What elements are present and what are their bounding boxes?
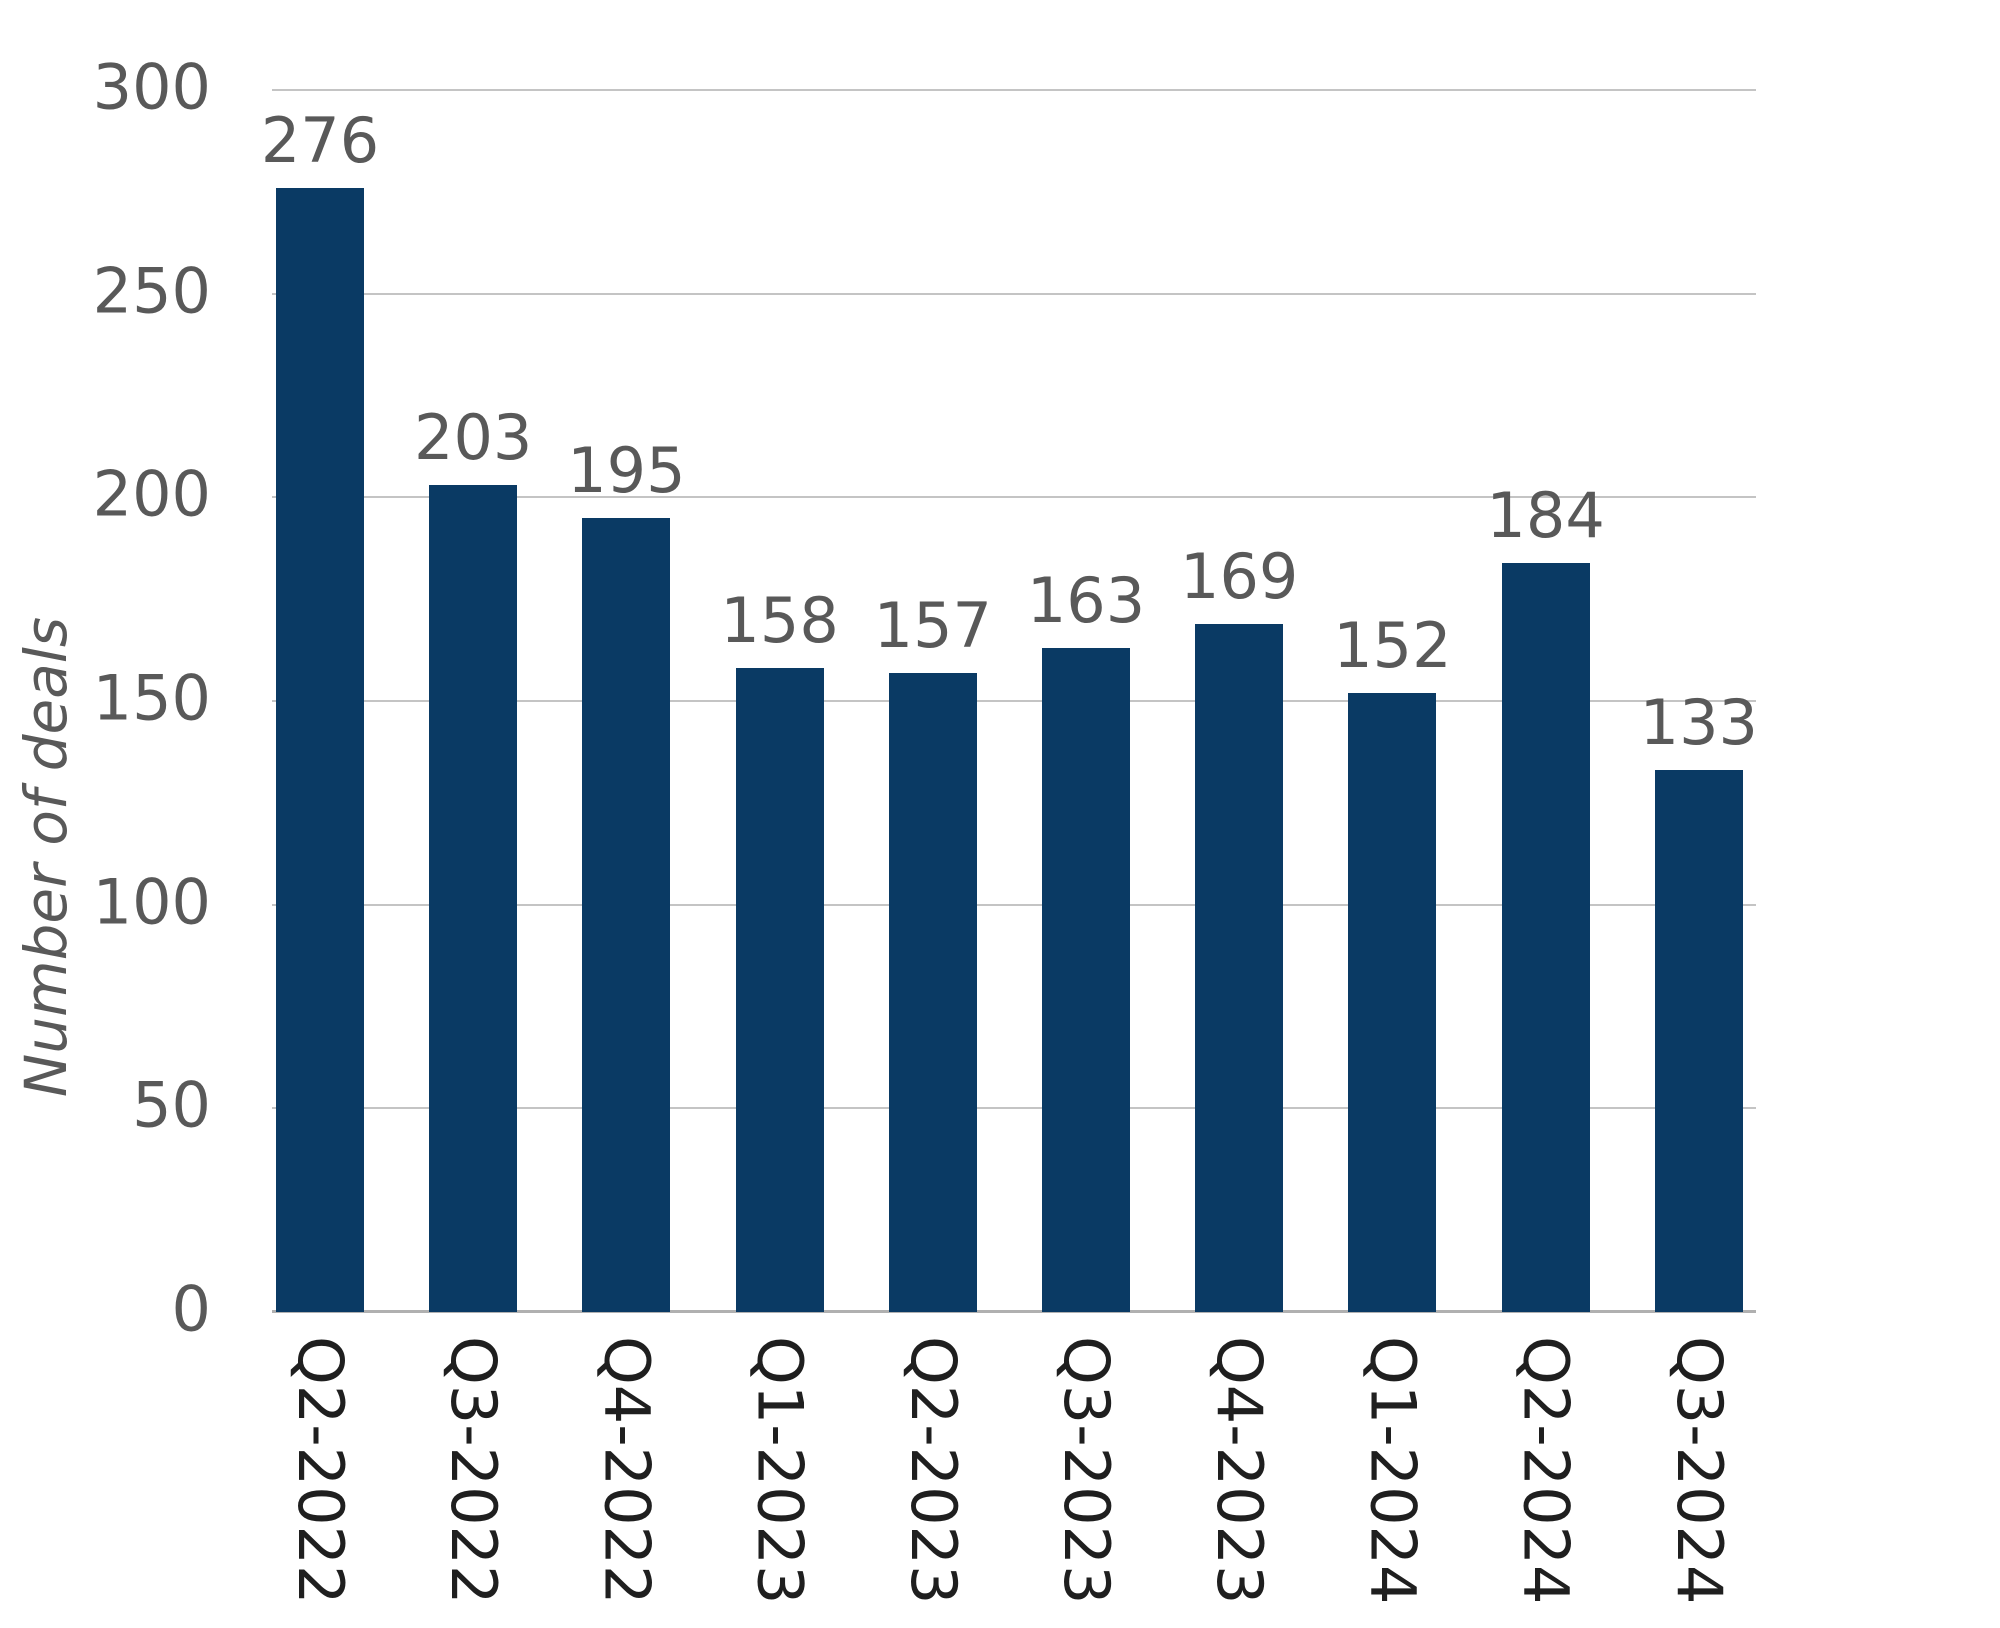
bar-value-label: 163: [1026, 564, 1146, 638]
x-axis-tick-labels: Q2-2022 Q3-2022 Q4-2022 Q1-2023 Q2-2023 Q3-20…: [272, 1312, 1756, 1628]
x-tick-label: Q3-2023: [1050, 1336, 1123, 1605]
bar: [735, 668, 824, 1312]
bar: [1654, 770, 1743, 1312]
bar-value-label: 276: [260, 103, 380, 177]
x-axis-line: [272, 1310, 1756, 1313]
x-tick-label: Q2-2022: [284, 1336, 357, 1605]
x-tick-label: Q3-2022: [437, 1336, 511, 1605]
bar: [276, 187, 364, 1312]
bar-value-label: 195: [567, 433, 686, 507]
bar-value-label: 184: [1486, 478, 1605, 552]
bar: [1348, 692, 1437, 1312]
y-axis-tick-labels: 0 50 100 150 200 250 300: [0, 56, 215, 1340]
x-tick-label: Q1-2024: [1356, 1336, 1430, 1605]
gridline: [272, 903, 1756, 906]
y-tick-label: 150: [92, 661, 211, 735]
x-tick-label: Q3-2024: [1662, 1336, 1736, 1605]
x-tick-label: Q2-2024: [1509, 1336, 1583, 1605]
bar-value-label: 157: [873, 588, 992, 662]
gridline: [272, 1107, 1756, 1110]
y-tick-label: 200: [92, 457, 211, 531]
gridline: [272, 700, 1756, 702]
gridline: [272, 496, 1756, 499]
bar: [429, 485, 518, 1312]
y-tick-label: 100: [92, 865, 211, 939]
x-tick-label: Q1-2023: [743, 1336, 817, 1605]
bar: [582, 517, 671, 1312]
bar-value-label: 152: [1333, 608, 1452, 682]
plot-area: 276 203 195 158 157 163 169 152 184 133: [261, 89, 1758, 1313]
x-tick-label: Q4-2023: [1203, 1336, 1277, 1605]
bar-value-label: 133: [1639, 686, 1758, 760]
x-tick-label: Q2-2023: [896, 1336, 970, 1605]
bar: [1195, 623, 1284, 1312]
bar-value-label: 203: [414, 401, 533, 475]
bar-value-label: 158: [720, 584, 839, 658]
bar: [888, 672, 977, 1312]
y-tick-label: 0: [171, 1272, 211, 1346]
gridline: [272, 292, 1756, 295]
bar-value-label: 169: [1180, 539, 1299, 613]
bar: [1501, 562, 1590, 1312]
y-tick-label: 50: [132, 1068, 211, 1142]
bar: [1042, 648, 1130, 1312]
x-tick-label: Q4-2022: [590, 1336, 664, 1605]
y-tick-label: 250: [92, 254, 211, 328]
y-tick-label: 300: [92, 50, 211, 124]
gridline: [272, 89, 1756, 91]
